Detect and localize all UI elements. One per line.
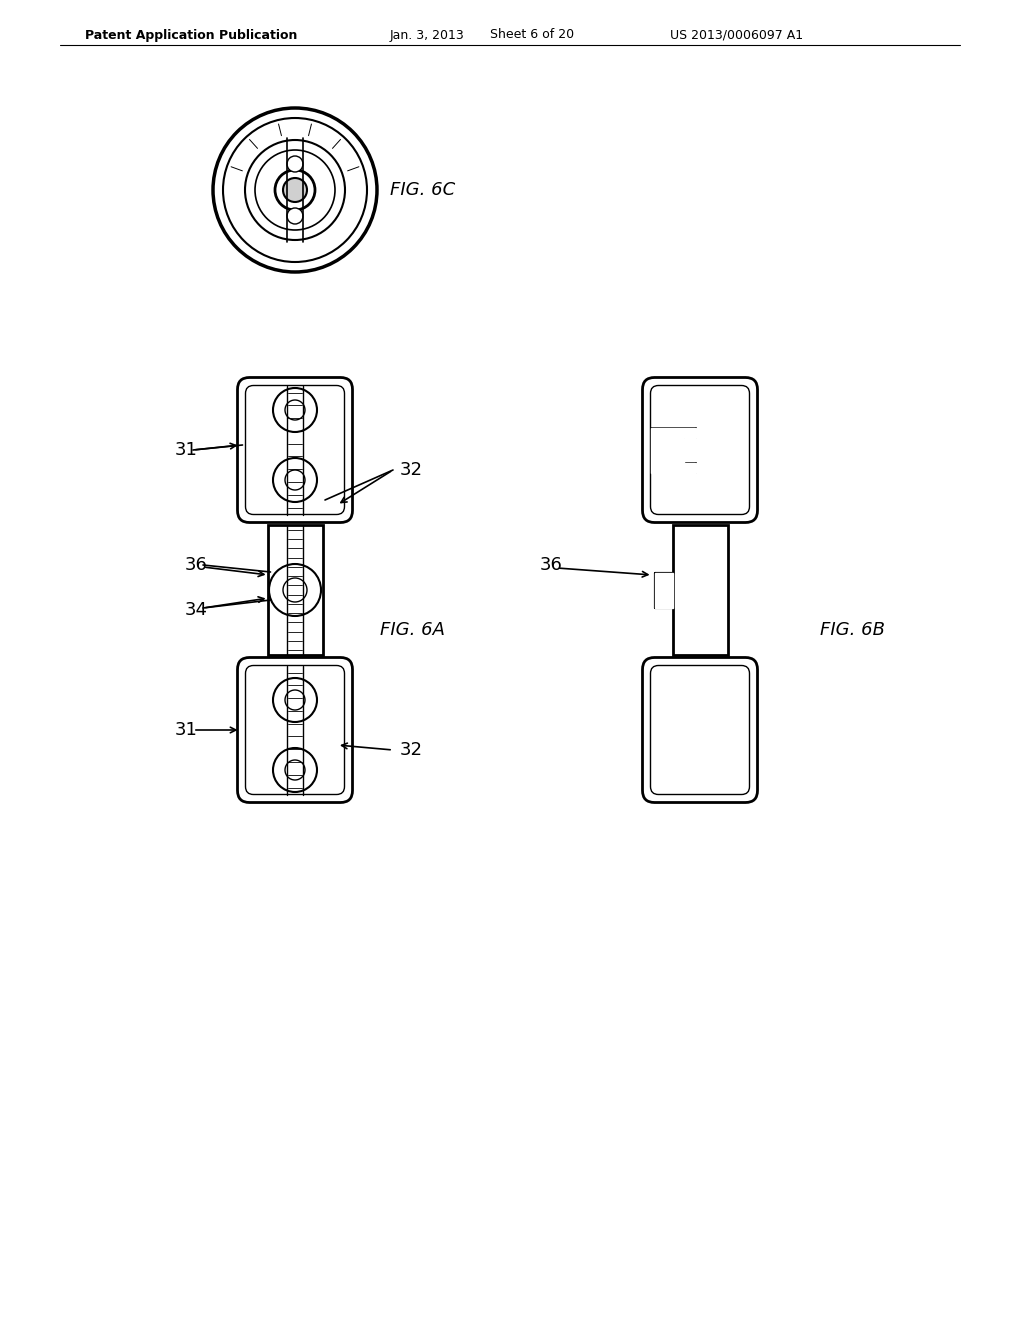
Text: 34: 34	[185, 601, 208, 619]
FancyBboxPatch shape	[238, 378, 352, 523]
Circle shape	[283, 178, 307, 202]
Circle shape	[287, 209, 303, 224]
FancyBboxPatch shape	[238, 657, 352, 803]
Circle shape	[285, 400, 305, 420]
Circle shape	[245, 140, 345, 240]
Text: 32: 32	[400, 461, 423, 479]
Polygon shape	[650, 428, 695, 473]
Text: 32: 32	[400, 741, 423, 759]
FancyBboxPatch shape	[650, 385, 750, 515]
Circle shape	[273, 458, 317, 502]
Text: 31: 31	[175, 721, 198, 739]
Text: 36: 36	[185, 556, 208, 574]
Circle shape	[273, 388, 317, 432]
Bar	[267, 525, 323, 655]
Circle shape	[283, 578, 307, 602]
Circle shape	[273, 678, 317, 722]
FancyBboxPatch shape	[642, 378, 758, 523]
Text: Jan. 3, 2013: Jan. 3, 2013	[390, 29, 465, 41]
Text: Patent Application Publication: Patent Application Publication	[85, 29, 297, 41]
Circle shape	[285, 760, 305, 780]
Circle shape	[285, 470, 305, 490]
Circle shape	[287, 156, 303, 172]
Bar	[673, 525, 727, 655]
Text: US 2013/0006097 A1: US 2013/0006097 A1	[670, 29, 803, 41]
Circle shape	[213, 108, 377, 272]
Circle shape	[223, 117, 367, 261]
Text: 36: 36	[540, 556, 563, 574]
Circle shape	[273, 748, 317, 792]
Text: FIG. 6C: FIG. 6C	[390, 181, 456, 199]
Circle shape	[275, 170, 315, 210]
Circle shape	[269, 564, 321, 616]
Text: Sheet 6 of 20: Sheet 6 of 20	[490, 29, 574, 41]
Text: FIG. 6A: FIG. 6A	[380, 620, 445, 639]
FancyBboxPatch shape	[650, 665, 750, 795]
Polygon shape	[654, 573, 673, 607]
FancyBboxPatch shape	[246, 665, 344, 795]
Circle shape	[285, 690, 305, 710]
Circle shape	[255, 150, 335, 230]
Text: 31: 31	[175, 441, 198, 459]
FancyBboxPatch shape	[642, 657, 758, 803]
FancyBboxPatch shape	[246, 385, 344, 515]
Text: FIG. 6B: FIG. 6B	[820, 620, 885, 639]
